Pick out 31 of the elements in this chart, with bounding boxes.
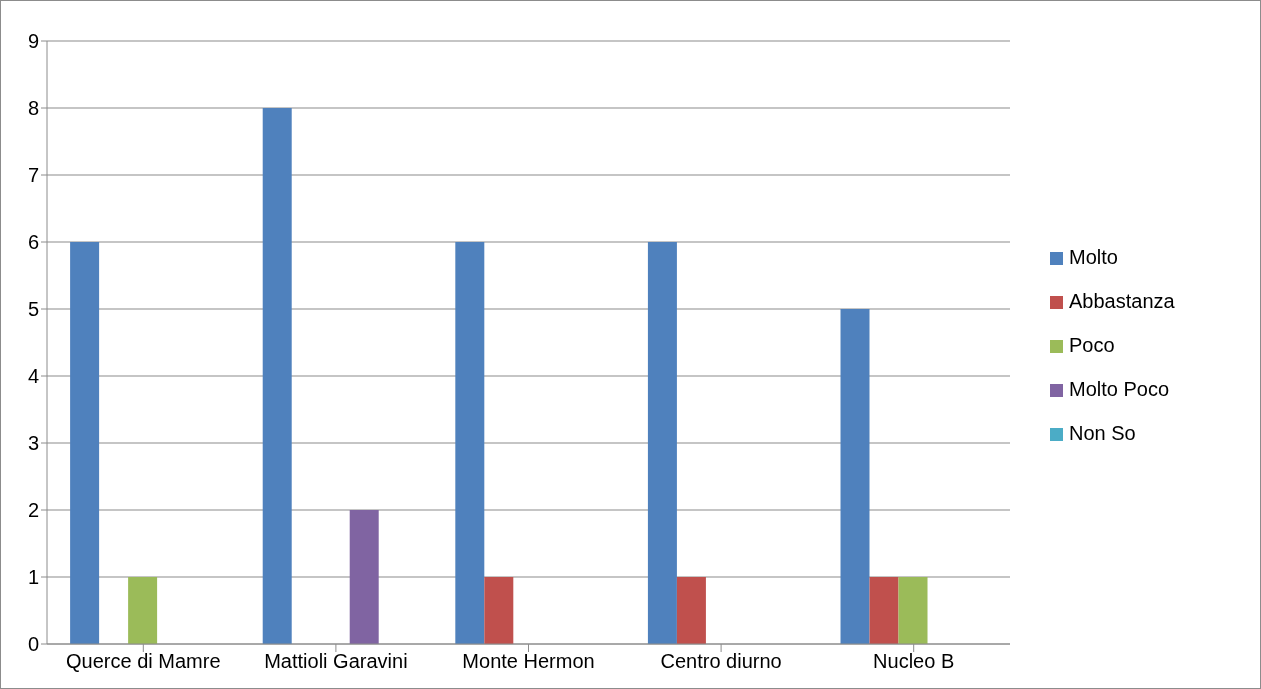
bar — [647, 242, 677, 644]
y-tick-label: 0 — [27, 633, 39, 656]
y-tick-label: 2 — [27, 499, 39, 522]
y-tick-label: 1 — [27, 566, 39, 589]
bar — [455, 242, 485, 644]
bar — [898, 577, 928, 644]
bar — [869, 577, 899, 644]
x-tick-label: Nucleo B — [873, 650, 955, 673]
y-tick-label: 5 — [27, 298, 39, 321]
legend-label: Molto Poco — [1069, 377, 1170, 400]
legend-label: Non So — [1069, 421, 1136, 444]
y-tick-label: 3 — [27, 432, 39, 455]
y-tick-label: 7 — [27, 164, 39, 187]
legend-label: Abbastanza — [1069, 289, 1175, 312]
bar — [484, 577, 514, 644]
y-tick-label: 4 — [27, 365, 39, 388]
legend-label: Poco — [1069, 333, 1115, 356]
bar — [676, 577, 706, 644]
bar — [70, 242, 100, 644]
y-tick-label: 8 — [27, 97, 39, 120]
bar — [840, 309, 870, 644]
x-tick-label: Querce di Mamre — [66, 650, 221, 673]
legend-label: Molto — [1069, 245, 1118, 268]
bar — [262, 108, 292, 644]
x-tick-label: Centro diurno — [660, 650, 782, 673]
bar — [128, 577, 158, 644]
y-tick-label: 9 — [27, 30, 39, 53]
x-tick-label: Monte Hermon — [462, 650, 595, 673]
bar — [349, 510, 379, 644]
x-tick-label: Mattioli Garavini — [264, 650, 408, 673]
y-tick-label: 6 — [27, 231, 39, 254]
